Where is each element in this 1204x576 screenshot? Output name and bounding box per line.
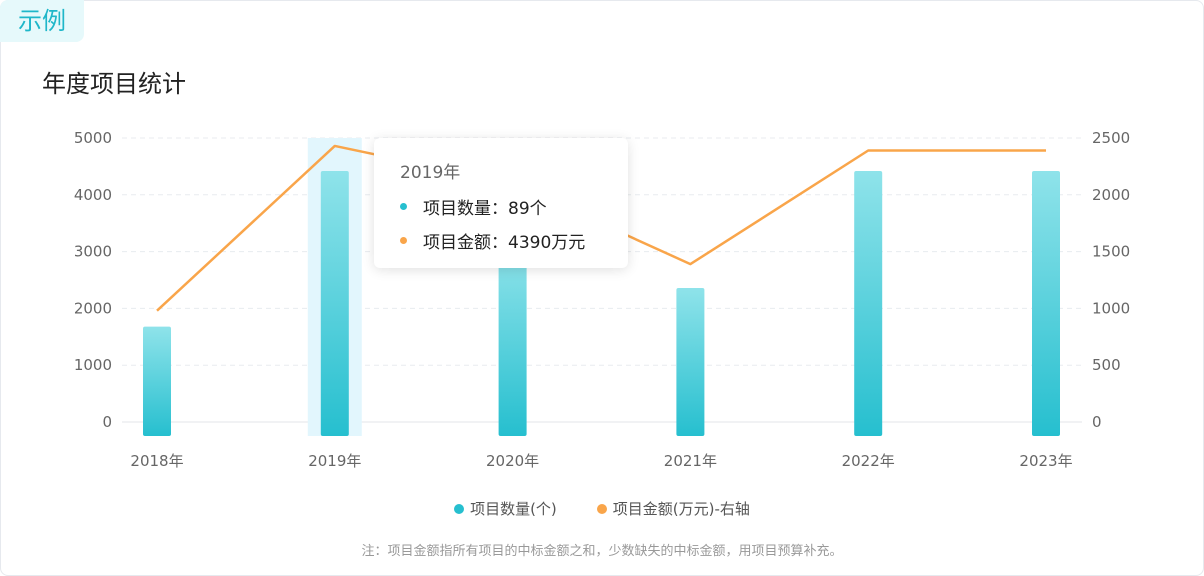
bar [320,170,349,436]
tooltip-title: 2019年 [400,163,461,183]
legend: 项目数量(个) 项目金额(万元)-右轴 [0,498,1204,519]
count-dot-icon [400,203,407,210]
amount-dot-icon [400,237,407,244]
x-tick: 2019年 [308,452,361,470]
y-left-tick: 4000 [74,186,112,204]
legend-amount-label: 项目金额(万元)-右轴 [612,500,750,518]
tooltip-amount-label: 项目金额： [423,233,508,253]
bar [854,170,883,436]
bar [498,248,527,436]
legend-item-count[interactable]: 项目数量(个) [454,498,557,519]
x-tick: 2022年 [842,452,895,470]
chart-title: 年度项目统计 [42,70,186,98]
tooltip-amount-value: 4390万元 [508,233,586,253]
legend-count-label: 项目数量(个) [470,500,557,518]
tooltip-count-label: 项目数量： [423,199,508,219]
bar [1032,170,1060,436]
bar [143,326,171,436]
y-left-tick: 3000 [74,243,112,261]
legend-amount-dot-icon [596,503,607,514]
y-right-tick: 0 [1092,413,1102,431]
legend-count-dot-icon [454,503,465,514]
y-left-tick: 5000 [74,129,112,147]
x-tick: 2018年 [130,452,183,470]
footnote: 注：项目金额指所有项目的中标金额之和，少数缺失的中标金额，用项目预算补充。 [361,544,843,559]
y-right-tick: 500 [1092,356,1121,374]
tooltip-count-value: 89个 [508,199,547,219]
x-tick: 2021年 [664,452,717,470]
y-left-tick: 1000 [74,356,112,374]
y-right-tick: 2500 [1092,129,1130,147]
y-left-tick: 2000 [74,299,112,317]
y-right-tick: 2000 [1092,186,1130,204]
y-left-tick: 0 [102,413,112,431]
y-right-tick: 1500 [1092,243,1130,261]
legend-item-amount[interactable]: 项目金额(万元)-右轴 [596,498,750,519]
y-right-tick: 1000 [1092,299,1130,317]
tooltip: 2019年 项目数量： 89个 项目金额： 4390万元 [374,138,628,268]
x-tick: 2023年 [1019,452,1072,470]
example-tag: 示例 [0,0,84,42]
tooltip-row-amount: 项目金额： 4390万元 [400,228,585,253]
x-tick: 2020年 [486,452,539,470]
bar [676,287,705,436]
tooltip-row-count: 项目数量： 89个 [400,194,547,219]
